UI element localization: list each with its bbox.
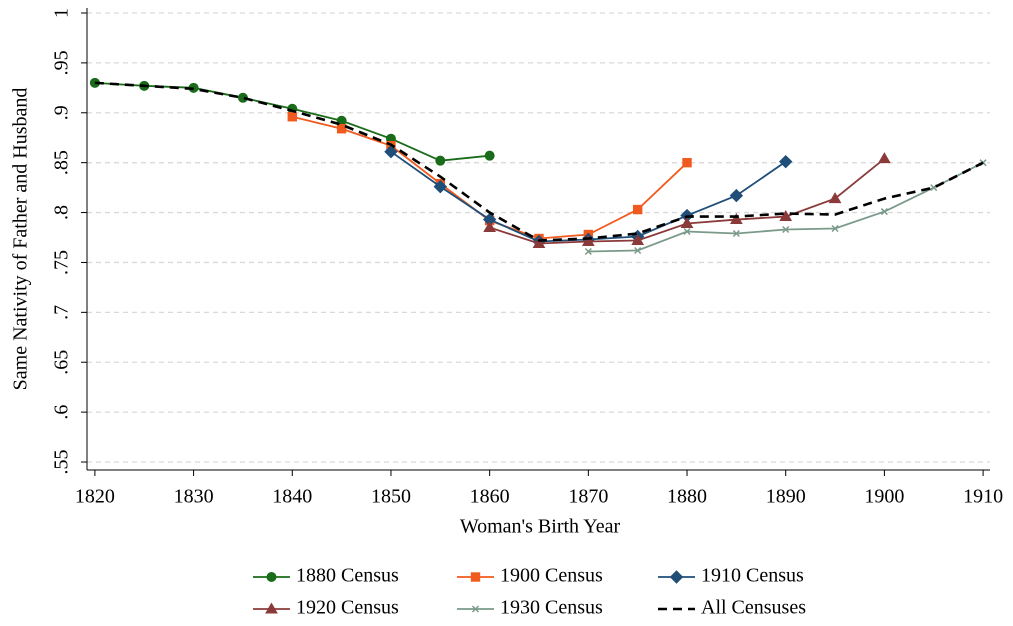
marker bbox=[632, 204, 643, 215]
marker bbox=[782, 225, 790, 234]
marker bbox=[584, 247, 592, 256]
y-tick-label: .95 bbox=[51, 50, 73, 75]
y-axis-title: Same Nativity of Father and Husband bbox=[10, 88, 32, 391]
legend-label: 1920 Census bbox=[296, 597, 399, 619]
marker bbox=[484, 150, 495, 161]
x-tick-label: 1840 bbox=[272, 486, 312, 508]
marker bbox=[435, 155, 446, 166]
marker bbox=[433, 179, 448, 194]
marker bbox=[581, 234, 595, 246]
marker bbox=[634, 246, 642, 255]
marker bbox=[532, 236, 546, 248]
y-tick-label: .7 bbox=[51, 305, 73, 320]
x-tick-label: 1870 bbox=[568, 486, 608, 508]
marker bbox=[729, 188, 744, 203]
y-tick-label: .8 bbox=[51, 205, 73, 220]
y-tick-label: 1 bbox=[51, 8, 73, 18]
legend-label: 1880 Census bbox=[296, 565, 399, 587]
x-tick-label: 1910 bbox=[963, 486, 1003, 508]
marker bbox=[287, 112, 297, 122]
x-tick-label: 1880 bbox=[667, 486, 707, 508]
series-line bbox=[94, 81, 984, 242]
marker bbox=[730, 213, 743, 225]
legend-label: All Censuses bbox=[701, 597, 806, 619]
marker bbox=[878, 152, 891, 164]
marker bbox=[470, 572, 481, 582]
marker bbox=[669, 570, 684, 584]
marker bbox=[779, 154, 793, 169]
marker bbox=[732, 229, 740, 238]
marker bbox=[384, 144, 398, 159]
x-tick-label: 1900 bbox=[864, 486, 904, 508]
x-tick-label: 1860 bbox=[470, 486, 510, 508]
legend-label: 1930 Census bbox=[500, 597, 603, 619]
marker bbox=[265, 602, 278, 614]
marker bbox=[483, 221, 497, 233]
y-tick-label: .55 bbox=[51, 450, 73, 475]
marker bbox=[828, 192, 842, 204]
marker bbox=[471, 605, 480, 613]
marker bbox=[880, 208, 888, 216]
y-tick-label: .65 bbox=[51, 350, 73, 375]
y-tick-label: .75 bbox=[51, 250, 73, 275]
series-line bbox=[588, 161, 984, 253]
marker bbox=[680, 217, 694, 229]
marker bbox=[336, 124, 347, 134]
legend-label: 1900 Census bbox=[500, 565, 603, 587]
marker bbox=[682, 157, 692, 168]
legend-label: 1910 Census bbox=[701, 565, 804, 587]
x-axis-title: Woman's Birth Year bbox=[460, 516, 621, 538]
x-tick-label: 1850 bbox=[371, 486, 411, 508]
x-tick-label: 1830 bbox=[174, 486, 214, 508]
series-line bbox=[94, 81, 490, 162]
marker bbox=[779, 210, 793, 222]
y-tick-label: .9 bbox=[51, 105, 73, 120]
x-tick-label: 1890 bbox=[766, 486, 806, 508]
marker bbox=[266, 572, 277, 582]
x-tick-label: 1820 bbox=[75, 486, 115, 508]
marker bbox=[831, 224, 839, 233]
y-tick-label: .85 bbox=[51, 150, 73, 175]
y-tick-label: .6 bbox=[51, 405, 73, 420]
series-line bbox=[390, 150, 787, 243]
marker bbox=[683, 227, 691, 236]
marker bbox=[631, 233, 645, 245]
